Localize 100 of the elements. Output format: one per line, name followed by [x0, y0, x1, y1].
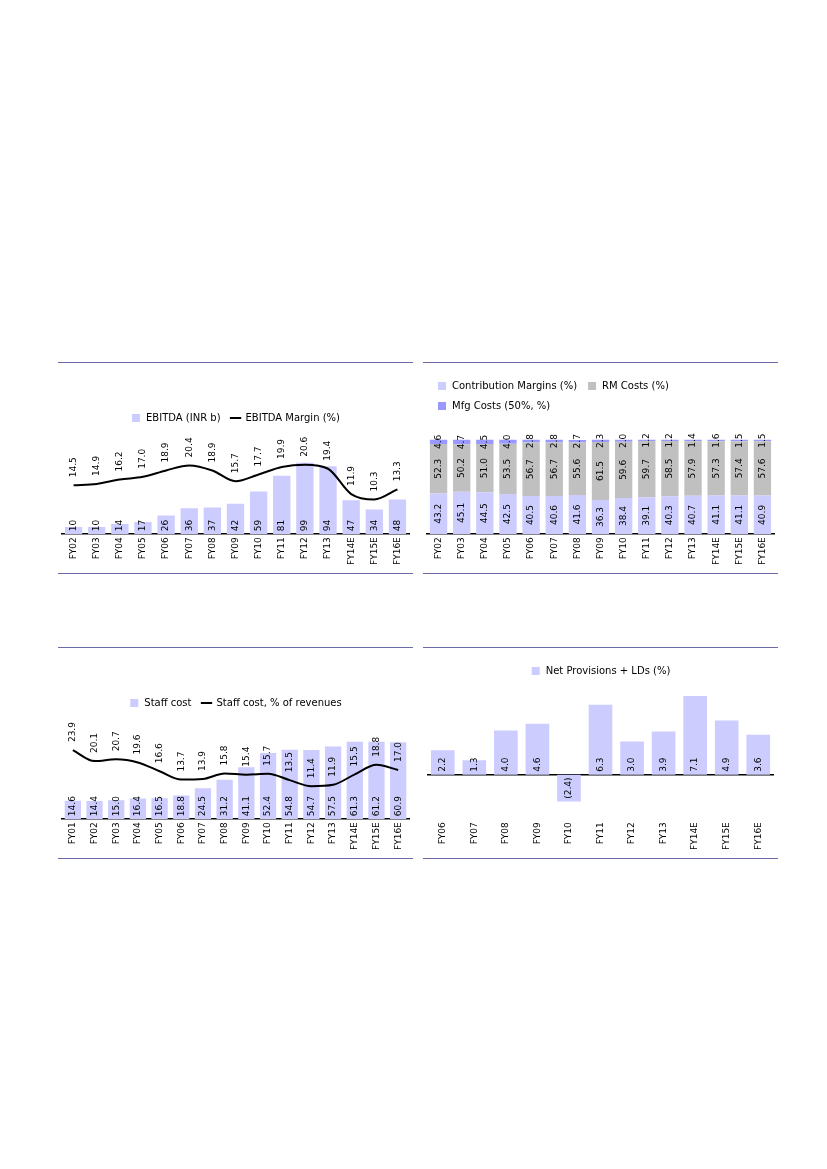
bar: [273, 475, 291, 535]
x-tick-label: FY04: [132, 821, 143, 845]
legend-label: Net Provisions + LDs (%): [545, 664, 671, 676]
data-label: 56.7: [525, 459, 536, 480]
data-label: 39.1: [641, 505, 652, 526]
x-tick-label: FY12: [626, 822, 637, 845]
data-label: 11.4: [305, 757, 316, 779]
data-label: (2.4): [563, 777, 574, 799]
data-label: 1.2: [641, 433, 652, 448]
bar: [476, 492, 494, 535]
data-label: 54.8: [284, 795, 295, 817]
x-tick-label: FY07: [468, 822, 479, 845]
legend-label: Staff cost, % of revenues: [216, 696, 342, 708]
data-label: 17: [137, 519, 148, 532]
data-label: 1.2: [664, 433, 675, 448]
data-label: 18.8: [175, 795, 186, 817]
data-label: 52.4: [262, 795, 273, 817]
data-label: 15.0: [110, 795, 121, 817]
data-label: 41.1: [240, 796, 251, 817]
data-label: 57.3: [710, 458, 721, 479]
data-label: 42: [229, 519, 240, 532]
x-tick-label: FY04: [479, 536, 490, 560]
x-tick-label: FY12: [299, 537, 310, 560]
x-tick-label: FY10: [563, 821, 574, 845]
data-label: 13.7: [175, 751, 186, 772]
legend-label: EBITDA (INR b): [146, 411, 221, 423]
x-tick-label: FY03: [110, 822, 121, 845]
data-label: 20.6: [299, 436, 310, 457]
data-label: 23.9: [67, 721, 78, 743]
data-label: 44.5: [479, 503, 490, 524]
data-label: 3.9: [657, 757, 668, 772]
x-tick-label: FY15E: [721, 821, 732, 851]
x-tick-label: FY08: [206, 536, 217, 560]
x-tick-label: FY13: [687, 537, 698, 560]
data-label: 41.1: [733, 504, 744, 525]
data-label: 4.6: [531, 757, 542, 772]
x-tick-label: FY05: [137, 537, 148, 560]
data-label: 13.5: [284, 752, 295, 773]
data-label: 14.9: [91, 455, 102, 476]
data-label: 48: [391, 519, 402, 532]
x-tick-label: FY09: [594, 536, 605, 560]
bar: [342, 500, 360, 535]
bar: [661, 496, 679, 535]
x-tick-label: FY03: [91, 537, 102, 560]
data-label: 51.0: [479, 457, 490, 479]
data-label: 10: [67, 519, 78, 532]
bar: [494, 730, 518, 775]
x-tick-label: FY16E: [391, 536, 402, 566]
x-tick-label: FY06: [437, 821, 448, 845]
data-label: 14.5: [67, 457, 78, 478]
data-label: 17.0: [137, 448, 148, 469]
x-tick-label: FY08: [571, 536, 582, 560]
data-label: 81: [276, 519, 287, 532]
data-label: 34: [368, 519, 379, 532]
data-label: 31.2: [219, 796, 229, 817]
x-tick-label: FY13: [322, 537, 333, 560]
data-label: 16.2: [114, 451, 125, 472]
data-label: 16.4: [132, 795, 143, 817]
data-label: 61.5: [594, 460, 605, 481]
bar: [684, 495, 702, 535]
data-label: 99: [299, 519, 310, 532]
data-label: 10: [91, 519, 102, 532]
data-label: 40.7: [687, 504, 698, 526]
bar: [620, 741, 644, 775]
bar: [651, 731, 676, 775]
data-label: 14.4: [88, 795, 99, 817]
data-label: 57.5: [327, 796, 338, 817]
data-label: 4.9: [721, 757, 732, 772]
data-label: 2.8: [548, 433, 559, 449]
data-label: 17.0: [392, 741, 403, 763]
data-label: 36: [183, 519, 194, 532]
bar: [203, 507, 222, 535]
data-label: 10.3: [368, 471, 379, 492]
data-label: 59.7: [641, 459, 652, 480]
x-tick-label: FY15E: [370, 821, 381, 851]
data-label: 60.9: [392, 795, 403, 817]
x-tick-label: FY09: [240, 821, 251, 845]
data-label: 3.0: [626, 757, 637, 772]
data-label: 45.1: [456, 502, 467, 523]
data-label: 20.1: [88, 733, 99, 754]
data-label: 38.4: [617, 505, 628, 527]
data-label: 7.1: [689, 757, 700, 772]
x-tick-label: FY01: [67, 822, 78, 845]
data-label: 42.5: [502, 504, 513, 525]
bar: [499, 494, 517, 535]
data-label: 57.6: [756, 458, 767, 479]
x-tick-label: FY14E: [710, 536, 721, 566]
x-tick-label: FY11: [284, 822, 295, 845]
x-tick-label: FY13: [327, 822, 338, 845]
data-label: 40.9: [756, 504, 767, 525]
data-label: 16.6: [153, 742, 164, 764]
data-label: 17.7: [252, 446, 263, 467]
bar: [462, 760, 487, 775]
data-label: 11.9: [345, 465, 356, 487]
bar: [714, 720, 739, 775]
data-label: 20.7: [110, 731, 121, 752]
data-label: 14.6: [67, 795, 78, 817]
bar: [683, 695, 707, 775]
x-tick-label: FY02: [88, 822, 99, 845]
data-label: 50.2: [456, 457, 467, 478]
